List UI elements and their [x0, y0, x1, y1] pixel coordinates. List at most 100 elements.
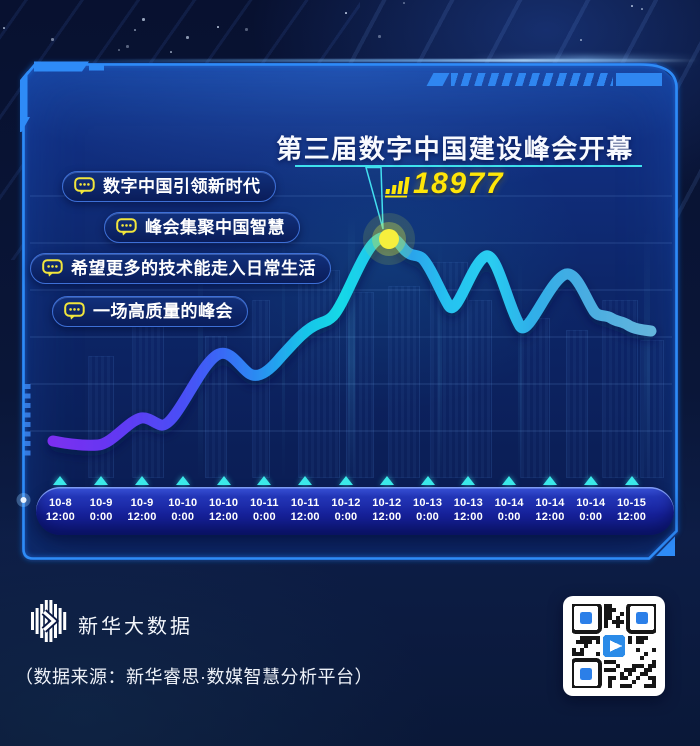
triangle-marker-icon: [338, 476, 353, 485]
triangle-marker-icon: [379, 476, 394, 485]
axis-time: 12:00: [535, 510, 565, 523]
light-beam: [438, 240, 442, 480]
axis-date: 10-14: [576, 497, 606, 509]
axis-date: 10-11: [290, 497, 320, 509]
speech-bubble-icon: [64, 302, 85, 320]
brand-name: 新华大数据: [78, 616, 193, 638]
axis-label: 10-12 12:00: [366, 497, 407, 524]
comment-text: 一场高质量的峰会: [93, 302, 233, 321]
axis-marker-slot: [326, 476, 367, 485]
axis-label: 10-15 12:00: [611, 497, 652, 524]
axis-time: 12:00: [127, 510, 157, 523]
corner-accent-bottomright: [656, 536, 675, 556]
axis-date: 10-9: [89, 497, 113, 509]
star-dot: [3, 27, 5, 29]
axis-label: 10-12 0:00: [326, 497, 367, 524]
axis-label: 10-10 0:00: [162, 497, 203, 524]
callout-needle: [365, 166, 384, 230]
triangle-marker-icon: [583, 476, 598, 485]
axis-label: 10-13 12:00: [448, 497, 489, 524]
axis-date: 10-10: [209, 497, 239, 509]
star-dot: [118, 49, 120, 51]
peak-value: 18977: [413, 167, 504, 200]
x-axis-bar: [36, 487, 674, 535]
building-silhouette: [252, 300, 270, 478]
building-silhouette: [298, 270, 340, 478]
triangle-marker-icon: [216, 476, 231, 485]
triangle-marker-icon: [53, 476, 68, 485]
axis-label: 10-9 12:00: [122, 497, 163, 524]
left-border-tab: [20, 117, 30, 132]
axis-marker-slot: [570, 476, 611, 485]
comment-pill: 希望更多的技术能走入日常生活: [30, 253, 331, 284]
axis-label: 10-11 12:00: [285, 497, 326, 524]
comment-text: 希望更多的技术能走入日常生活: [71, 259, 316, 278]
qr-finder-pattern: [572, 658, 602, 688]
triangle-marker-icon: [420, 476, 435, 485]
axis-date: 10-14: [535, 497, 565, 509]
axis-time: 12:00: [209, 510, 239, 523]
axis-label: 10-11 0:00: [244, 497, 285, 524]
qr-center-logo: [602, 634, 626, 658]
axis-time: 0:00: [252, 510, 276, 523]
star-dot: [378, 35, 381, 38]
axis-marker-slot: [122, 476, 163, 485]
speech-bubble-icon: [116, 218, 137, 236]
panel-border: [22, 63, 678, 560]
qr-code: [572, 604, 656, 688]
triangle-marker-icon: [502, 476, 517, 485]
axis-marker-slot: [530, 476, 571, 485]
peak-dot: [363, 213, 415, 265]
light-beam: [644, 230, 650, 480]
star-dot: [217, 26, 219, 28]
star-dot: [245, 28, 248, 31]
axis-date: 10-12: [372, 497, 402, 509]
comment-pill: 峰会集聚中国智慧: [104, 212, 300, 243]
axis-time: 0:00: [497, 510, 521, 523]
axis-time: 0:00: [171, 510, 195, 523]
axis-marker-slot: [40, 476, 81, 485]
axis-date: 10-11: [250, 497, 279, 509]
lens-flare-bright: [470, 56, 700, 64]
axis-label: 10-8 12:00: [40, 497, 81, 524]
speech-bubble-icon: [42, 259, 63, 277]
axis-date: 10-8: [48, 497, 72, 509]
axis-date: 10-13: [453, 497, 483, 509]
axis-label: 10-14 12:00: [530, 497, 571, 524]
building-silhouette: [640, 340, 664, 478]
axis-marker-slot: [489, 476, 530, 485]
star-dot: [631, 5, 633, 7]
axis-time: 12:00: [453, 510, 483, 523]
axis-label: 10-10 12:00: [203, 497, 244, 524]
axis-date: 10-12: [331, 497, 361, 509]
axis-label: 10-14 0:00: [489, 497, 530, 524]
star-dot: [126, 45, 129, 48]
x-axis-labels: 10-8 12:00 10-9 0:00 10-9 12:00 10-10 0:00 10-10…: [40, 497, 652, 524]
star-dot: [51, 38, 54, 41]
comment-pill: 数字中国引领新时代: [62, 171, 276, 202]
axis-marker-slot: [162, 476, 203, 485]
border-glow-dot: [20, 497, 27, 503]
axis-markers: [40, 476, 652, 485]
comment-text: 数字中国引领新时代: [103, 177, 261, 196]
corner-accent-topleft-bar: [34, 61, 89, 72]
building-silhouette: [388, 286, 420, 478]
chart-title: 第三届数字中国建设峰会开幕: [276, 134, 634, 164]
axis-date: 10-13: [413, 497, 443, 509]
building-silhouette: [468, 300, 492, 478]
qr-card: [563, 596, 665, 696]
axis-marker-slot: [244, 476, 285, 485]
xinhua-logo-icon: [31, 600, 67, 642]
axis-marker-slot: [366, 476, 407, 485]
triangle-marker-icon: [298, 476, 313, 485]
axis-marker-slot: [407, 476, 448, 485]
data-source: （数据来源：新华睿思·数媒智慧分析平台）: [15, 667, 373, 687]
axis-time: 0:00: [416, 510, 439, 523]
corner-accent-topleft-tab: [89, 64, 104, 71]
triangle-marker-icon: [94, 476, 109, 485]
light-beam: [518, 260, 522, 480]
band-stripes: [450, 73, 614, 86]
